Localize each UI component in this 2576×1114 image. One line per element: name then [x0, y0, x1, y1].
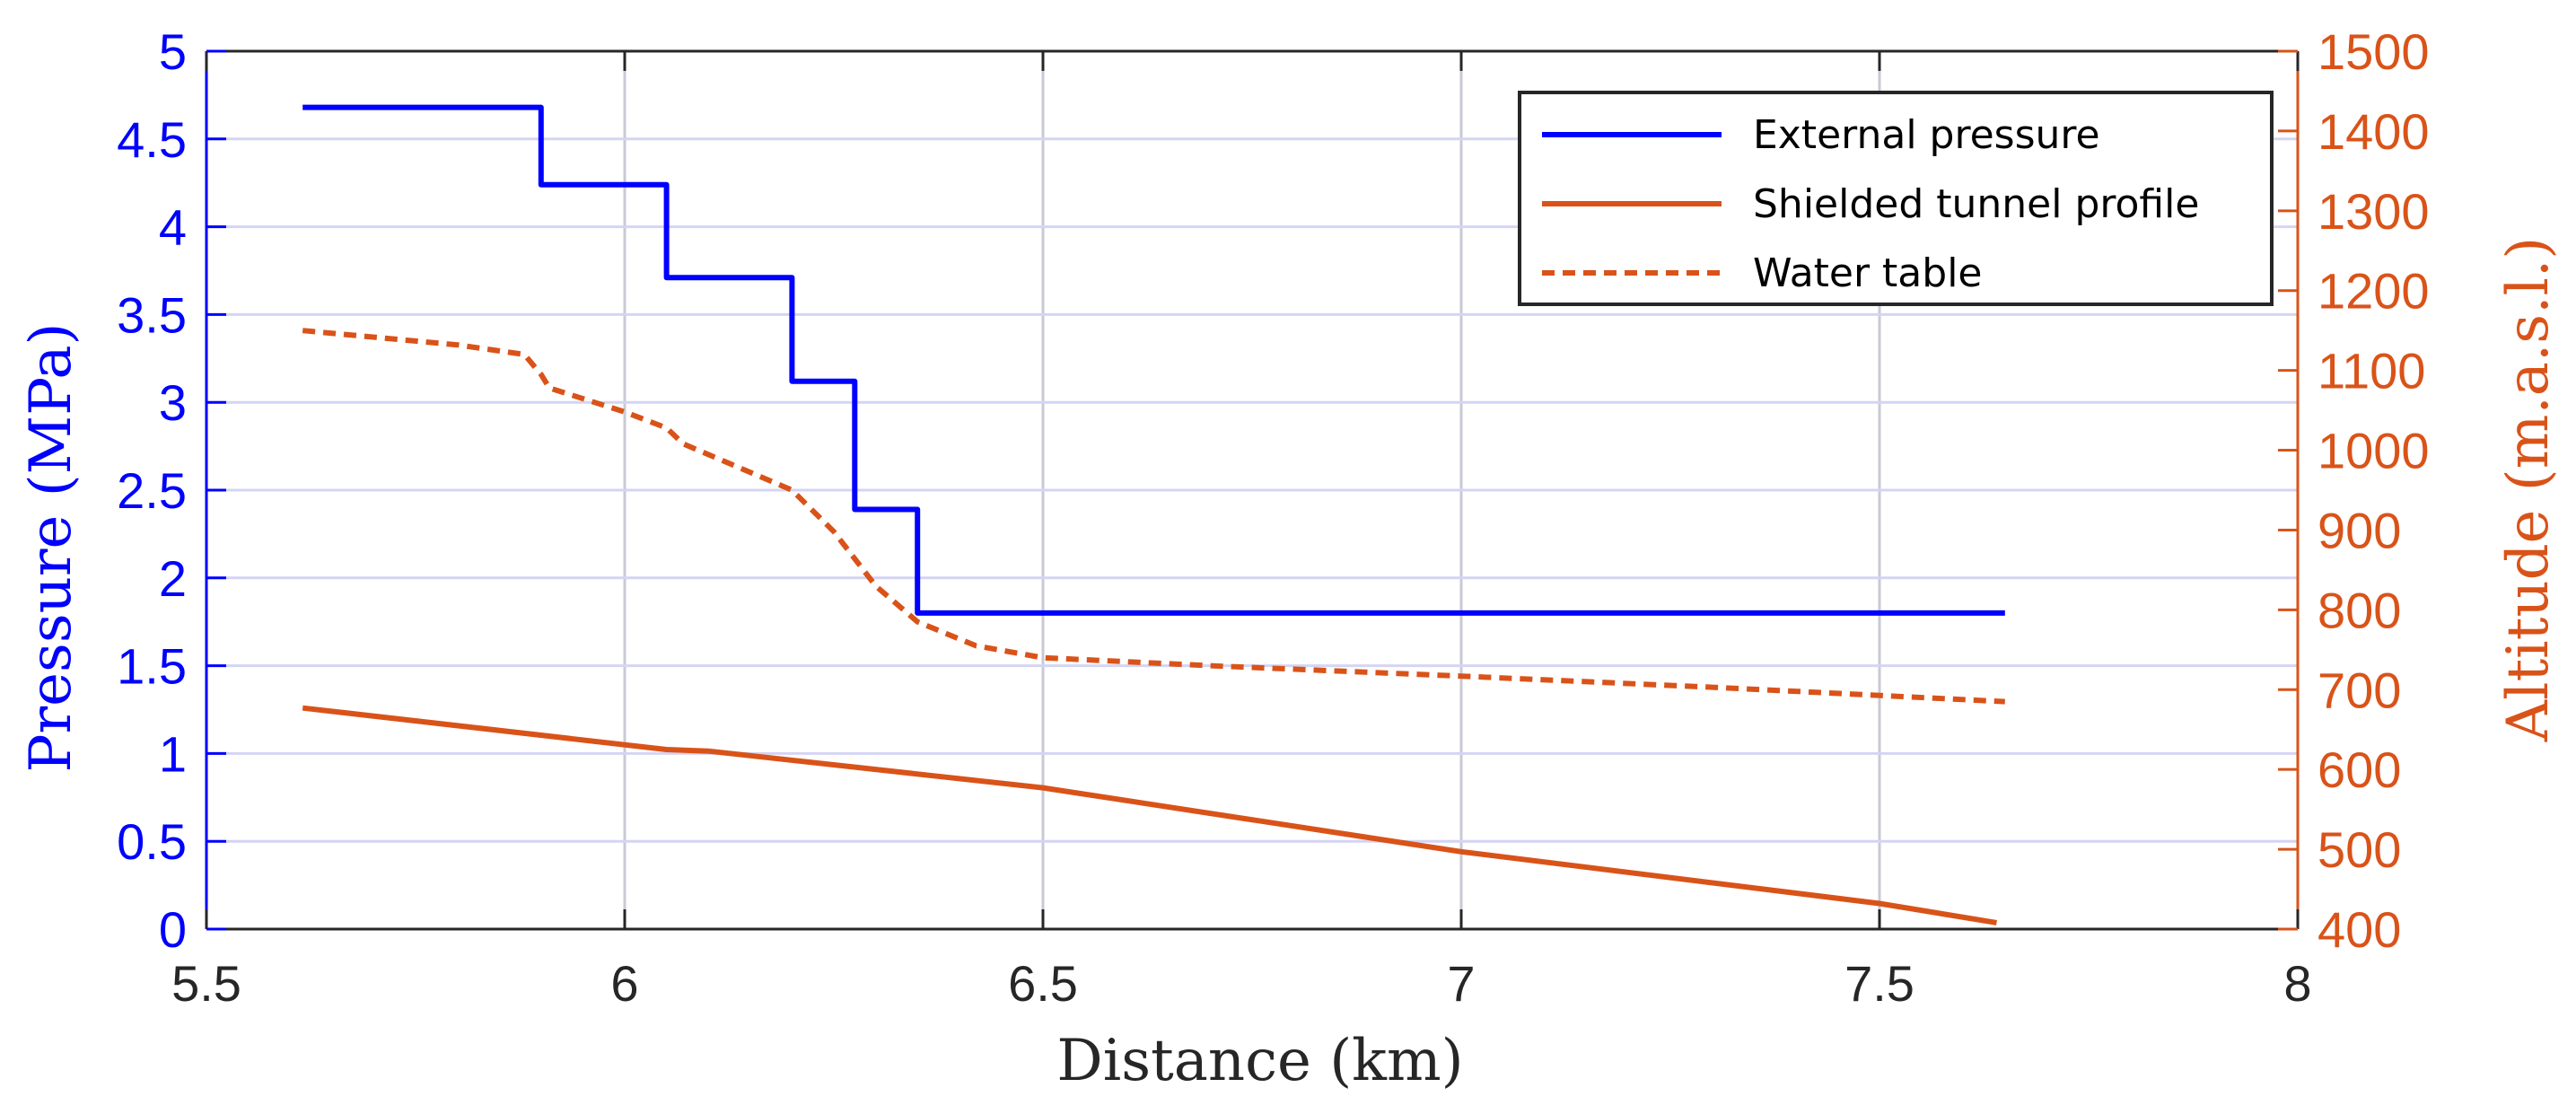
- y-axis-left-label: Pressure (MPa): [18, 322, 84, 772]
- y-right-tick-label: 1100: [2318, 343, 2425, 399]
- y-right-tick-label: 600: [2318, 741, 2401, 798]
- y-left-tick-label: 4: [159, 199, 187, 256]
- legend-box: [1518, 91, 2274, 306]
- legend-label: External pressure: [1753, 112, 2100, 158]
- axes: 5.5 6 6.5 7 7.5 8 0 0.5 1 1.5 2 2.5 3 3.5 4 4.5 5 400 500 6…: [117, 23, 2429, 1012]
- plot-series: [302, 104, 2005, 925]
- y-axis-right-label: Altitude (m.a.s.l.): [2495, 237, 2562, 742]
- y-left-tick-label: 3.5: [117, 286, 187, 343]
- y-right-tick-label: 1400: [2318, 103, 2430, 160]
- x-tick-label: 5.5: [171, 955, 241, 1012]
- x-tick-label: 6.5: [1008, 955, 1078, 1012]
- y-right-tick-label: 400: [2318, 901, 2401, 958]
- y-left-tick-label: 3: [159, 374, 187, 431]
- y-left-tick-label: 4.5: [117, 111, 187, 168]
- y-right-tick-label: 900: [2318, 502, 2401, 558]
- y-right-tick-label: 500: [2318, 821, 2401, 878]
- x-tick-label: 6: [610, 955, 638, 1012]
- x-axis-label: Distance (km): [1056, 1028, 1463, 1094]
- y-right-tick-label: 1200: [2318, 263, 2430, 320]
- y-left-tick-label: 2.5: [117, 462, 187, 519]
- y-right-tick-label: 1500: [2318, 23, 2430, 80]
- y-left-tick-label: 5: [159, 23, 187, 80]
- x-tick-label: 7: [1447, 955, 1475, 1012]
- y-left-tick-label: 0: [159, 901, 187, 958]
- water-table-line: [302, 328, 2005, 705]
- y-left-tick-label: 1.5: [117, 638, 187, 695]
- legend-label: Shielded tunnel profile: [1753, 181, 2199, 227]
- y-left-tick-label: 2: [159, 550, 187, 607]
- x-tick-label: 8: [2283, 955, 2311, 1012]
- y-right-tick-label: 1000: [2318, 423, 2430, 479]
- y-right-tick-label: 700: [2318, 662, 2401, 718]
- y-left-tick-label: 0.5: [117, 813, 187, 870]
- y-right-tick-label: 1300: [2318, 183, 2430, 240]
- shielded-tunnel-profile-line: [302, 705, 1997, 925]
- legend-label: Water table: [1753, 250, 1983, 296]
- external-pressure-line: [302, 104, 2005, 616]
- y-left-tick-label: 1: [159, 725, 187, 782]
- legend: External pressure Shielded tunnel profile…: [1518, 91, 2274, 306]
- y-right-tick-label: 800: [2318, 582, 2401, 638]
- x-tick-label: 7.5: [1844, 955, 1914, 1012]
